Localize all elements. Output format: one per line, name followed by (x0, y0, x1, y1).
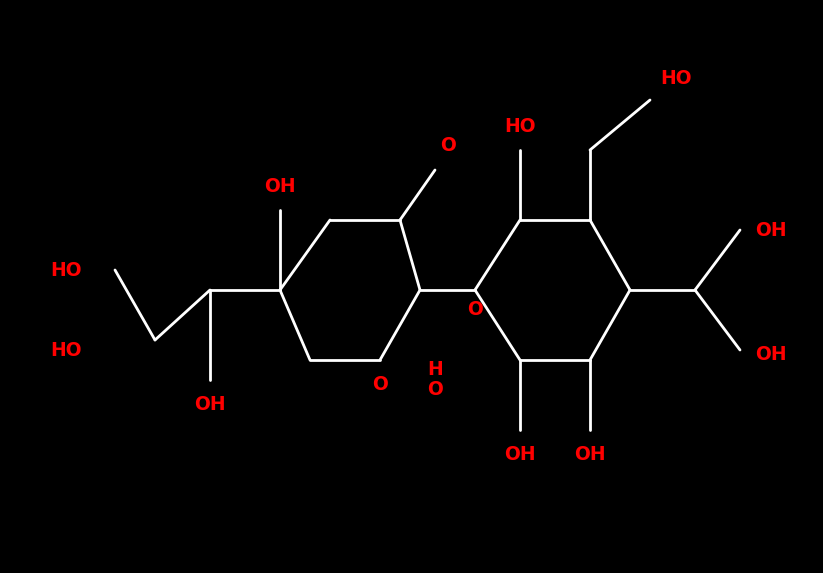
Text: OH: OH (504, 445, 536, 464)
Text: HO: HO (504, 117, 536, 136)
Text: HO: HO (50, 340, 82, 359)
Text: OH: OH (755, 346, 787, 364)
Text: OH: OH (264, 177, 295, 196)
Text: HO: HO (50, 261, 82, 280)
Text: O: O (467, 300, 483, 319)
Text: OH: OH (194, 395, 226, 414)
Text: HO: HO (660, 69, 691, 88)
Text: O: O (427, 380, 443, 399)
Text: OH: OH (755, 221, 787, 240)
Text: H: H (427, 360, 443, 379)
Text: O: O (440, 136, 456, 155)
Text: OH: OH (574, 445, 606, 464)
Text: O: O (372, 375, 388, 394)
